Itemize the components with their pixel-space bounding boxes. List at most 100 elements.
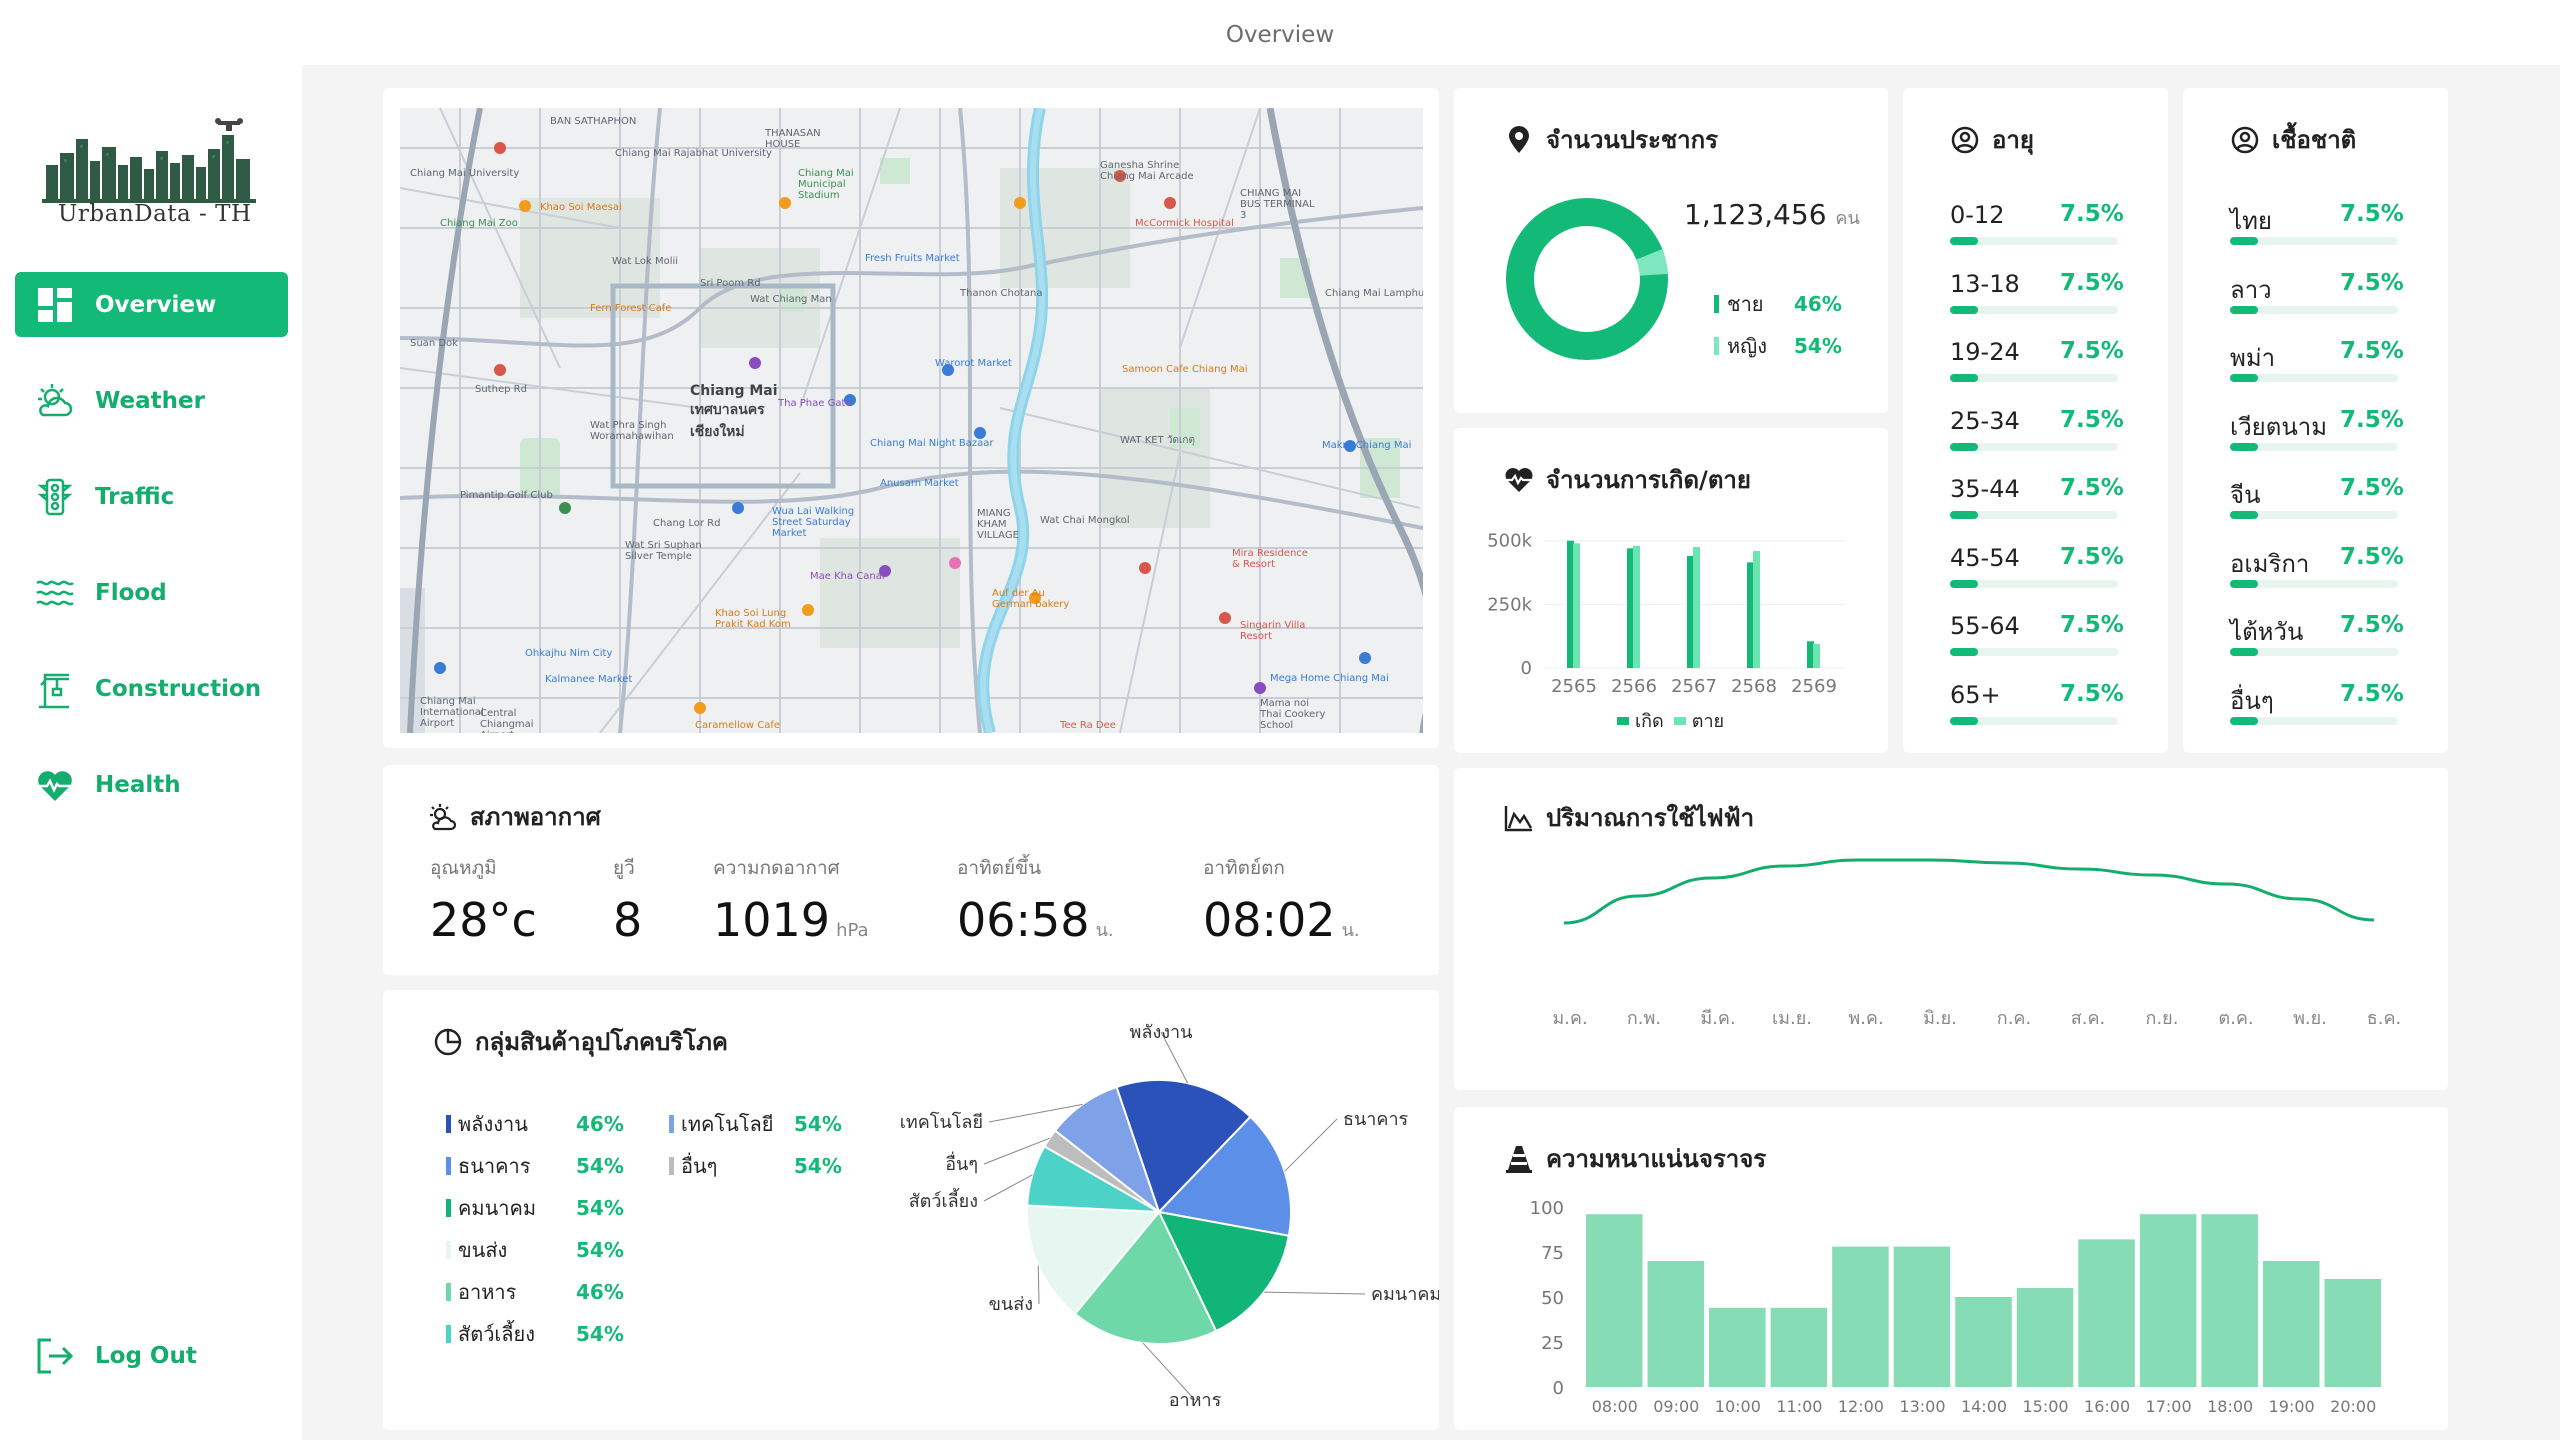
legend-percent: 54% [794,1112,842,1136]
age-percent: 7.5% [2060,338,2124,364]
legend-percent: 54% [576,1322,624,1346]
legend-swatch [446,1283,451,1301]
logout-button[interactable]: Log Out [35,1336,197,1376]
birth-death-bar-chart: 0 250k 500k 2565 2566 2567 2568 2569 [1487,531,1844,697]
city-map[interactable]: BAN SATHAPHON Chiang Mai เทศบาลนคร เชียง… [400,108,1423,733]
map-label: Wat Chiang Man [750,294,832,305]
pie-label: ธนาคาร [1343,1109,1409,1130]
x-tick-label: 16:00 [2084,1397,2130,1416]
race-percent: 7.5% [2340,338,2404,364]
map-label: THANASAN HOUSE [765,128,821,150]
top-bar: Overview [0,0,2560,65]
age-percent: 7.5% [2060,201,2124,227]
age-name: 25-34 [1950,406,2020,435]
map-label: Tee Ra Dee [1060,720,1116,731]
map-label: Makro Chiang Mai [1322,440,1412,451]
legend-swatch [446,1157,451,1175]
map-label: Suthep Rd [475,384,527,395]
age-name: 65+ [1950,680,2001,709]
age-name: 35-44 [1950,475,2020,503]
legend-swatch [1714,337,1719,355]
heart-pulse-icon [35,765,75,805]
map-label: Chiang Mai Rajabhat University [615,148,772,159]
card-title: เชื้อชาติ [2230,120,2356,159]
dashboard-icon [35,285,75,325]
weather-icon [35,381,75,421]
city-skyline-logo [42,118,256,203]
birth-death-card: จำนวนการเกิด/ตาย 0 250k 500k 2565 2566 2567 25… [1454,428,1888,753]
brand-name: UrbanData - TH [58,201,252,227]
consumer-goods-title: กลุ่มสินค้าอุปโภคบริโภค [475,1028,728,1056]
map-label: Central Chiangmai Airport [480,708,534,733]
x-tick-label: 09:00 [1653,1397,1699,1416]
stat-value: 8 [613,893,643,947]
nav-label: Flood [95,579,167,606]
progress-track [1950,237,2118,245]
pie-slice [1073,1210,1218,1345]
map-label: Wat Lok Molii [612,256,679,267]
x-tick-label: 2567 [1671,676,1717,697]
progress-fill [2230,579,2258,588]
nav-weather[interactable]: Weather [15,368,288,433]
population-total: 1,123,456 [1684,198,1827,231]
legend-label: ธนาคาร [458,1154,531,1178]
bar [1709,1307,1766,1387]
bar-death [1693,547,1700,668]
legend-percent: 46% [576,1280,624,1304]
legend-item: พลังงาน 46% [446,1108,624,1140]
nav-health[interactable]: Health [15,752,288,817]
nav-flood[interactable]: Flood [15,560,288,625]
progress-fill [1950,648,1978,656]
sunrise-stat: อาทิตย์ขึ้น 06:58 น. [957,853,1114,947]
bar-death [1753,550,1760,668]
progress-fill [2230,648,2258,656]
nav-label: Health [95,771,181,798]
map-label: Chiang Mai Municipal Stadium [798,168,854,201]
bar [1832,1246,1889,1387]
population-unit: คน [1835,208,1860,229]
stat-label: อุณหภูมิ [430,857,497,879]
nav-overview[interactable]: Overview [15,272,288,337]
map-label: Tha Phae Gate [778,398,852,409]
nav-traffic[interactable]: Traffic [15,464,288,529]
map-label: Wat Phra Singh Woramahawihan [590,420,674,442]
map-label: Ganesha Shrine Chiang Mai Arcade [1100,160,1194,182]
progress-track [2230,442,2398,451]
progress-track [2230,716,2398,725]
user-circle-icon [1950,125,1980,155]
progress-track [2230,237,2398,245]
nav-label: Construction [95,675,262,702]
traffic-density-card: ความหนาแน่นจราจร 0 25 50 75 100 08:00 09:00 10:… [1454,1107,2448,1430]
map-label: Mae Kha Canal [810,571,885,582]
race-percent: 7.5% [2340,201,2404,227]
x-tick-label: 18:00 [2207,1397,2253,1416]
nav-construction[interactable]: Construction [15,656,288,721]
logout-label: Log Out [95,1343,197,1369]
bar-birth [1747,562,1754,668]
pie-leader-line [988,1103,1083,1123]
legend-swatch [669,1157,674,1175]
sun-cloud-icon [428,802,458,832]
map-label: Caramellow Cafe [695,720,781,731]
map-label: WAT KET วัดเกตุ [1120,435,1195,446]
map-label: Auf der Au German bakery [992,588,1070,610]
bar-birth [1807,641,1814,668]
legend-label: เทคโนโลยี [681,1112,774,1136]
stat-value: 06:58 [957,893,1090,947]
pie-leader-line [1142,1342,1196,1401]
progress-fill [1950,716,1978,725]
stat-label: ยูวี [613,857,635,879]
x-tick-label: ต.ค. [2218,1008,2253,1029]
x-tick-label: ก.พ. [1627,1008,1661,1029]
bar [1955,1297,2012,1387]
progress-track [1950,579,2118,588]
temperature-stat: อุณหภูมิ 28°c [430,853,537,947]
map-label: Khao Soi Lung Prakit Kad Kom [715,608,791,630]
race-name: เวียตนาม [2230,412,2328,441]
progress-track [1950,648,2118,656]
legend-item: สัตว์เลี้ยง 54% [446,1318,624,1350]
card-title: สภาพอากาศ [428,797,601,836]
pie-leader-line [1284,1118,1338,1172]
map-label: Chiang Mai University [410,168,520,179]
age-title: อายุ [1992,126,2034,154]
